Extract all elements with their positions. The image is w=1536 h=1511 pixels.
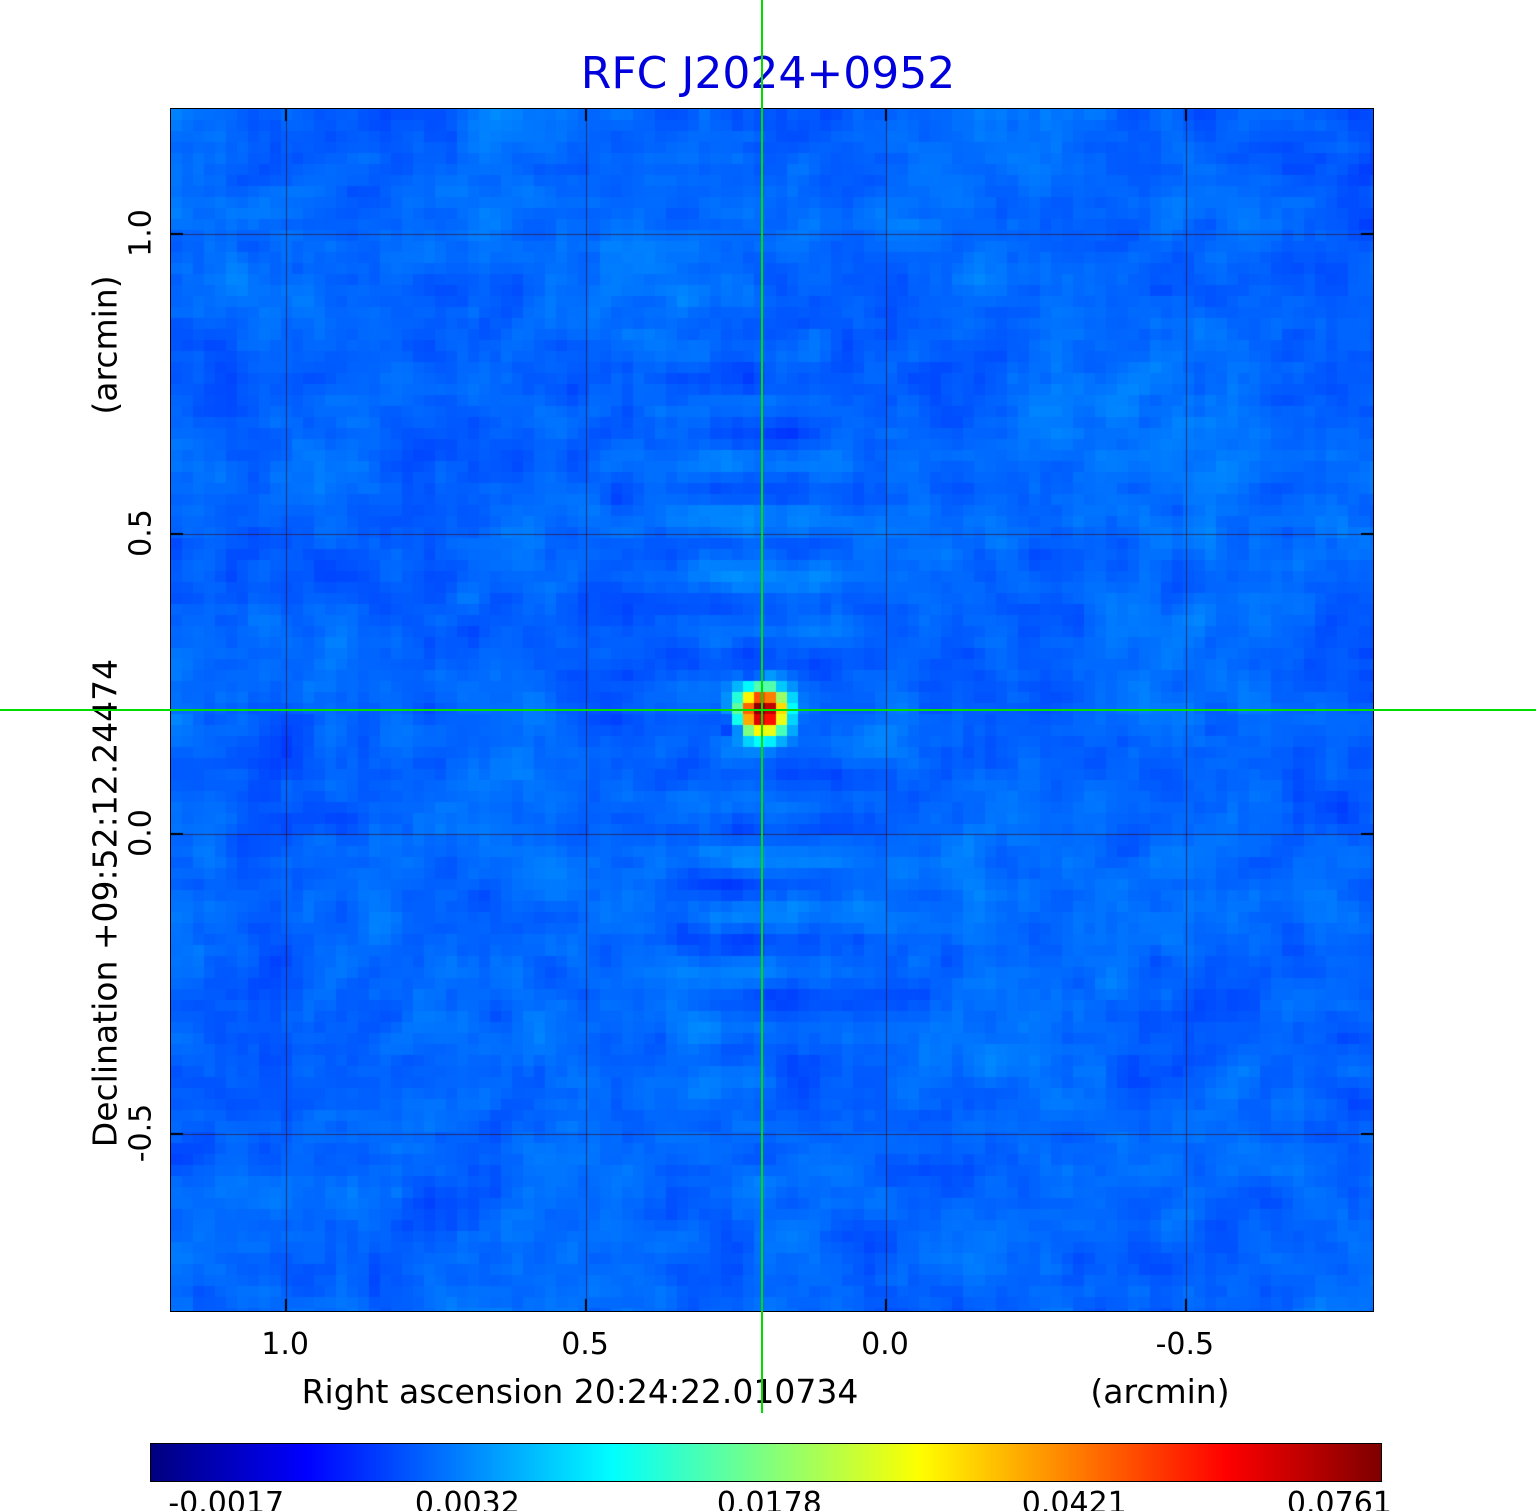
colorbar-tick-label: 0.0178 [716,1486,822,1511]
crosshair-vertical-line [761,0,763,1413]
figure-title: RFC J2024+0952 [580,48,956,99]
crosshair-horizontal-line [0,708,1536,711]
colorbar-tick-label: -0.0017 [168,1486,285,1511]
x-axis-unit-label: (arcmin) [1090,1372,1230,1411]
y-axis-label: Declination +09:52:12.24474 [85,658,125,1148]
colorbar-gradient [151,1444,1381,1481]
x-tick-label: -0.5 [1155,1327,1215,1362]
x-tick-label: 0.5 [561,1327,609,1362]
y-axis-unit-label: (arcmin) [85,275,125,415]
y-tick-label: 1.0 [123,208,159,257]
y-tick-label: 0.5 [123,509,159,557]
y-tick-label: 0.0 [123,809,159,857]
x-tick-label: 1.0 [261,1327,310,1362]
x-tick-label: 0.0 [861,1327,909,1362]
y-tick-label: -0.5 [123,1103,159,1163]
x-axis-label: Right ascension 20:24:22.010734 [301,1372,859,1411]
colorbar-tick-label: 0.0761 [1286,1486,1392,1511]
colorbar [150,1443,1382,1482]
colorbar-tick-label: 0.0421 [1021,1486,1127,1511]
colorbar-tick-label: 0.0032 [414,1486,520,1511]
